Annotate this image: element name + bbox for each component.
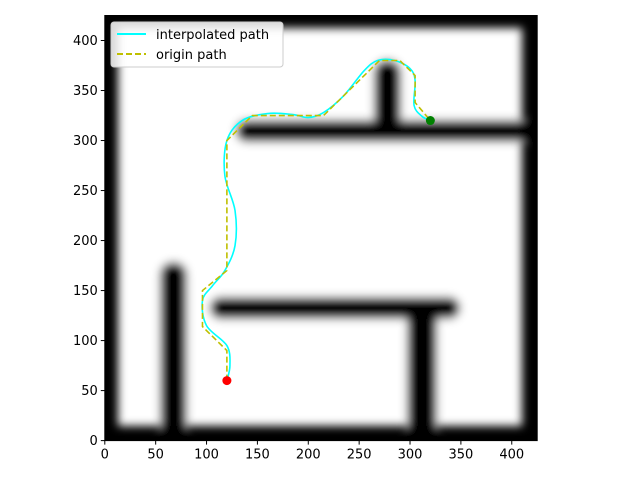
y-tick-label: 50 bbox=[81, 384, 98, 399]
y-tick-label: 150 bbox=[73, 284, 98, 299]
x-tick-label: 350 bbox=[448, 448, 473, 463]
y-axis: 0 50 100 150 200 250 300 350 400 bbox=[73, 34, 105, 449]
x-tick-label: 250 bbox=[347, 448, 372, 463]
marker-layer bbox=[222, 116, 435, 386]
x-tick-label: 150 bbox=[245, 448, 270, 463]
y-tick-label: 300 bbox=[73, 134, 98, 149]
x-tick-label: 400 bbox=[499, 448, 524, 463]
series-origin-path bbox=[201, 59, 431, 381]
occupancy-map bbox=[104, 15, 538, 441]
y-tick-label: 400 bbox=[73, 34, 98, 49]
legend-label-origin-path: origin path bbox=[156, 48, 227, 63]
y-tick-label: 100 bbox=[73, 334, 98, 349]
x-axis: 0 50 100 150 200 250 300 350 400 bbox=[101, 440, 524, 463]
y-tick-label: 200 bbox=[73, 234, 98, 249]
series-layer bbox=[201, 58, 431, 381]
x-tick-label: 100 bbox=[194, 448, 219, 463]
legend: interpolated path origin path bbox=[110, 21, 284, 68]
x-tick-label: 200 bbox=[296, 448, 321, 463]
plot-frame bbox=[104, 15, 538, 442]
legend-label-interpolated-path: interpolated path bbox=[156, 28, 269, 43]
goal-marker bbox=[425, 116, 435, 126]
start-marker bbox=[222, 376, 232, 386]
y-tick-label: 250 bbox=[73, 184, 98, 199]
x-tick-label: 0 bbox=[101, 448, 109, 463]
y-tick-label: 0 bbox=[90, 434, 98, 449]
y-tick-label: 350 bbox=[73, 84, 98, 99]
x-tick-label: 50 bbox=[147, 448, 164, 463]
x-tick-label: 300 bbox=[398, 448, 423, 463]
